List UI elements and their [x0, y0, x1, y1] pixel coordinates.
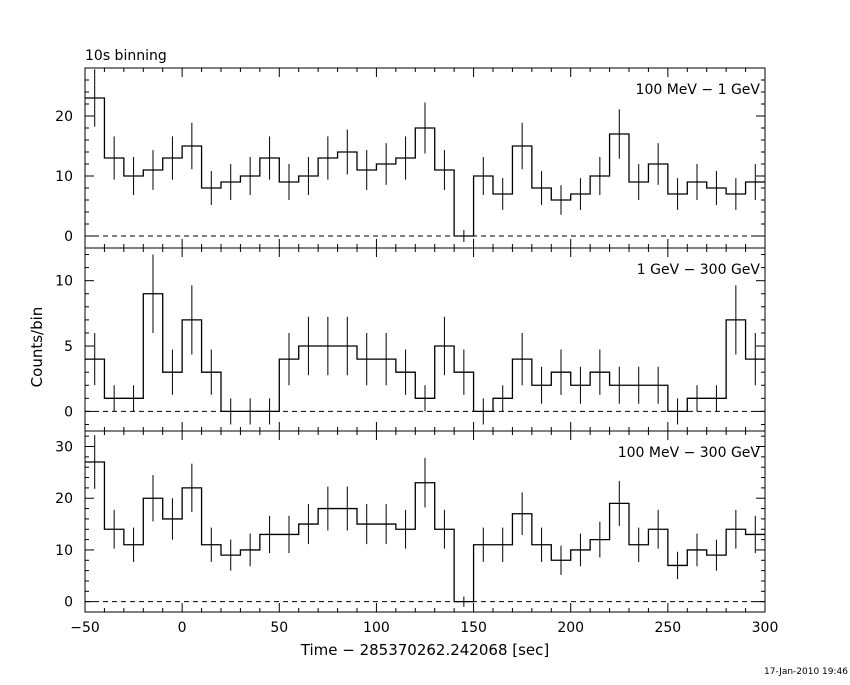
- x-axis-label: Time − 285370262.242068 [sec]: [300, 641, 550, 659]
- step-histogram-line: [85, 293, 765, 413]
- footer-timestamp: 17-Jan-2010 19:46: [764, 667, 848, 677]
- panel-energy-label: 100 MeV − 300 GeV: [618, 445, 761, 461]
- x-tick-label: 250: [654, 620, 681, 636]
- panel-3: 0 10 20 30 100 MeV − 300 GeV: [55, 430, 766, 613]
- y-tick-label: 0: [64, 229, 73, 245]
- y-tick-label: 30: [55, 440, 73, 456]
- panel-frame: [84, 430, 766, 613]
- y-tick-label: 0: [64, 595, 73, 611]
- x-tick-label: 200: [557, 620, 584, 636]
- x-tick-label: 150: [460, 620, 487, 636]
- x-tick-label: 300: [752, 620, 779, 636]
- y-tick-label: 10: [55, 274, 73, 290]
- y-tick-label: 5: [64, 339, 73, 355]
- y-axis-label: Counts/bin: [28, 307, 46, 388]
- y-tick-label: 0: [64, 404, 73, 420]
- step-histogram-line: [85, 461, 765, 603]
- panel-2: 0 5 10 1 GeV − 300 GeV: [55, 247, 766, 432]
- y-tick-label: 10: [55, 543, 73, 559]
- y-tick-label: 20: [55, 491, 73, 507]
- panel-energy-label: 1 GeV − 300 GeV: [637, 262, 761, 278]
- x-tick-label: 0: [178, 620, 187, 636]
- y-tick-label: 10: [55, 169, 73, 185]
- x-tick-label: 100: [363, 620, 390, 636]
- panel-energy-label: 100 MeV − 1 GeV: [636, 82, 761, 98]
- x-tick-label: 50: [270, 620, 288, 636]
- chart-title: 10s binning: [85, 48, 167, 64]
- x-tick-label: −50: [70, 620, 100, 636]
- y-tick-label: 20: [55, 109, 73, 125]
- panel-1: 0 10 20 100 MeV − 1 GeV: [55, 67, 766, 249]
